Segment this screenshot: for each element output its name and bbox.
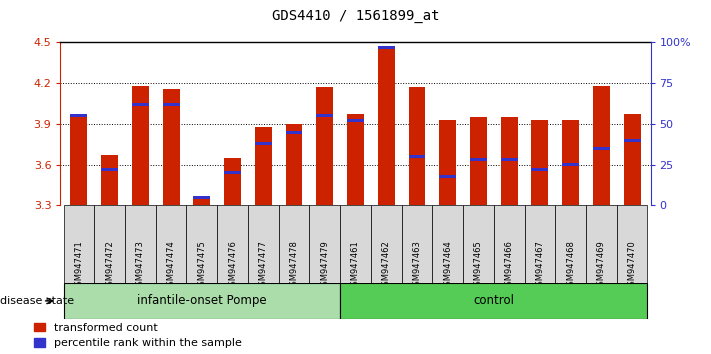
- Bar: [156, 205, 186, 283]
- Bar: [463, 205, 494, 283]
- Bar: [340, 205, 371, 283]
- Text: GSM947470: GSM947470: [628, 240, 636, 291]
- Bar: [132, 103, 149, 106]
- Bar: [525, 205, 555, 283]
- Text: GSM947461: GSM947461: [351, 240, 360, 291]
- Bar: [562, 120, 579, 205]
- Text: GSM947474: GSM947474: [166, 240, 176, 291]
- Bar: [248, 205, 279, 283]
- Text: disease state: disease state: [0, 296, 74, 306]
- Bar: [347, 119, 364, 122]
- Bar: [163, 103, 180, 106]
- Text: GSM947465: GSM947465: [474, 240, 483, 291]
- Text: GSM947463: GSM947463: [412, 240, 422, 291]
- Bar: [125, 205, 156, 283]
- Bar: [63, 205, 95, 283]
- Legend: transformed count, percentile rank within the sample: transformed count, percentile rank withi…: [34, 322, 242, 348]
- Bar: [470, 117, 487, 205]
- Bar: [378, 47, 395, 205]
- Text: infantile-onset Pompe: infantile-onset Pompe: [137, 295, 267, 307]
- Bar: [531, 168, 548, 171]
- Bar: [186, 205, 217, 283]
- Bar: [340, 283, 648, 319]
- Bar: [432, 205, 463, 283]
- Bar: [555, 205, 586, 283]
- Bar: [309, 205, 340, 283]
- Bar: [402, 205, 432, 283]
- Bar: [316, 114, 333, 117]
- Bar: [347, 114, 364, 205]
- Bar: [562, 163, 579, 166]
- Bar: [224, 171, 241, 174]
- Text: GSM947464: GSM947464: [443, 240, 452, 291]
- Bar: [95, 205, 125, 283]
- Bar: [132, 86, 149, 205]
- Bar: [616, 205, 648, 283]
- Bar: [193, 196, 210, 205]
- Bar: [255, 127, 272, 205]
- Text: control: control: [474, 295, 514, 307]
- Bar: [371, 205, 402, 283]
- Bar: [255, 142, 272, 145]
- Bar: [70, 114, 87, 117]
- Bar: [193, 196, 210, 199]
- Bar: [439, 120, 456, 205]
- Bar: [593, 147, 610, 150]
- Bar: [501, 117, 518, 205]
- Bar: [593, 86, 610, 205]
- Text: GSM947472: GSM947472: [105, 240, 114, 291]
- Bar: [224, 158, 241, 205]
- Bar: [316, 87, 333, 205]
- Bar: [70, 114, 87, 205]
- Text: GSM947478: GSM947478: [289, 240, 299, 291]
- Text: GSM947462: GSM947462: [382, 240, 391, 291]
- Bar: [163, 88, 180, 205]
- Text: GSM947469: GSM947469: [597, 240, 606, 291]
- Bar: [501, 158, 518, 161]
- Bar: [409, 87, 425, 205]
- Bar: [378, 46, 395, 49]
- Bar: [101, 168, 118, 171]
- Bar: [624, 114, 641, 205]
- Bar: [217, 205, 248, 283]
- Text: GSM947476: GSM947476: [228, 240, 237, 291]
- Bar: [101, 155, 118, 205]
- Bar: [439, 175, 456, 177]
- Text: GSM947475: GSM947475: [198, 240, 206, 291]
- Bar: [494, 205, 525, 283]
- Bar: [470, 158, 487, 161]
- Text: GSM947479: GSM947479: [320, 240, 329, 291]
- Bar: [409, 155, 425, 158]
- Bar: [286, 124, 302, 205]
- Text: GSM947471: GSM947471: [75, 240, 83, 291]
- Text: GDS4410 / 1561899_at: GDS4410 / 1561899_at: [272, 9, 439, 23]
- Bar: [586, 205, 616, 283]
- Text: GSM947466: GSM947466: [505, 240, 513, 291]
- Bar: [531, 120, 548, 205]
- Bar: [286, 131, 302, 133]
- Text: GSM947468: GSM947468: [566, 240, 575, 291]
- Text: GSM947477: GSM947477: [259, 240, 268, 291]
- Bar: [63, 283, 340, 319]
- Bar: [279, 205, 309, 283]
- Bar: [624, 139, 641, 142]
- Text: GSM947473: GSM947473: [136, 240, 145, 291]
- Text: GSM947467: GSM947467: [535, 240, 545, 291]
